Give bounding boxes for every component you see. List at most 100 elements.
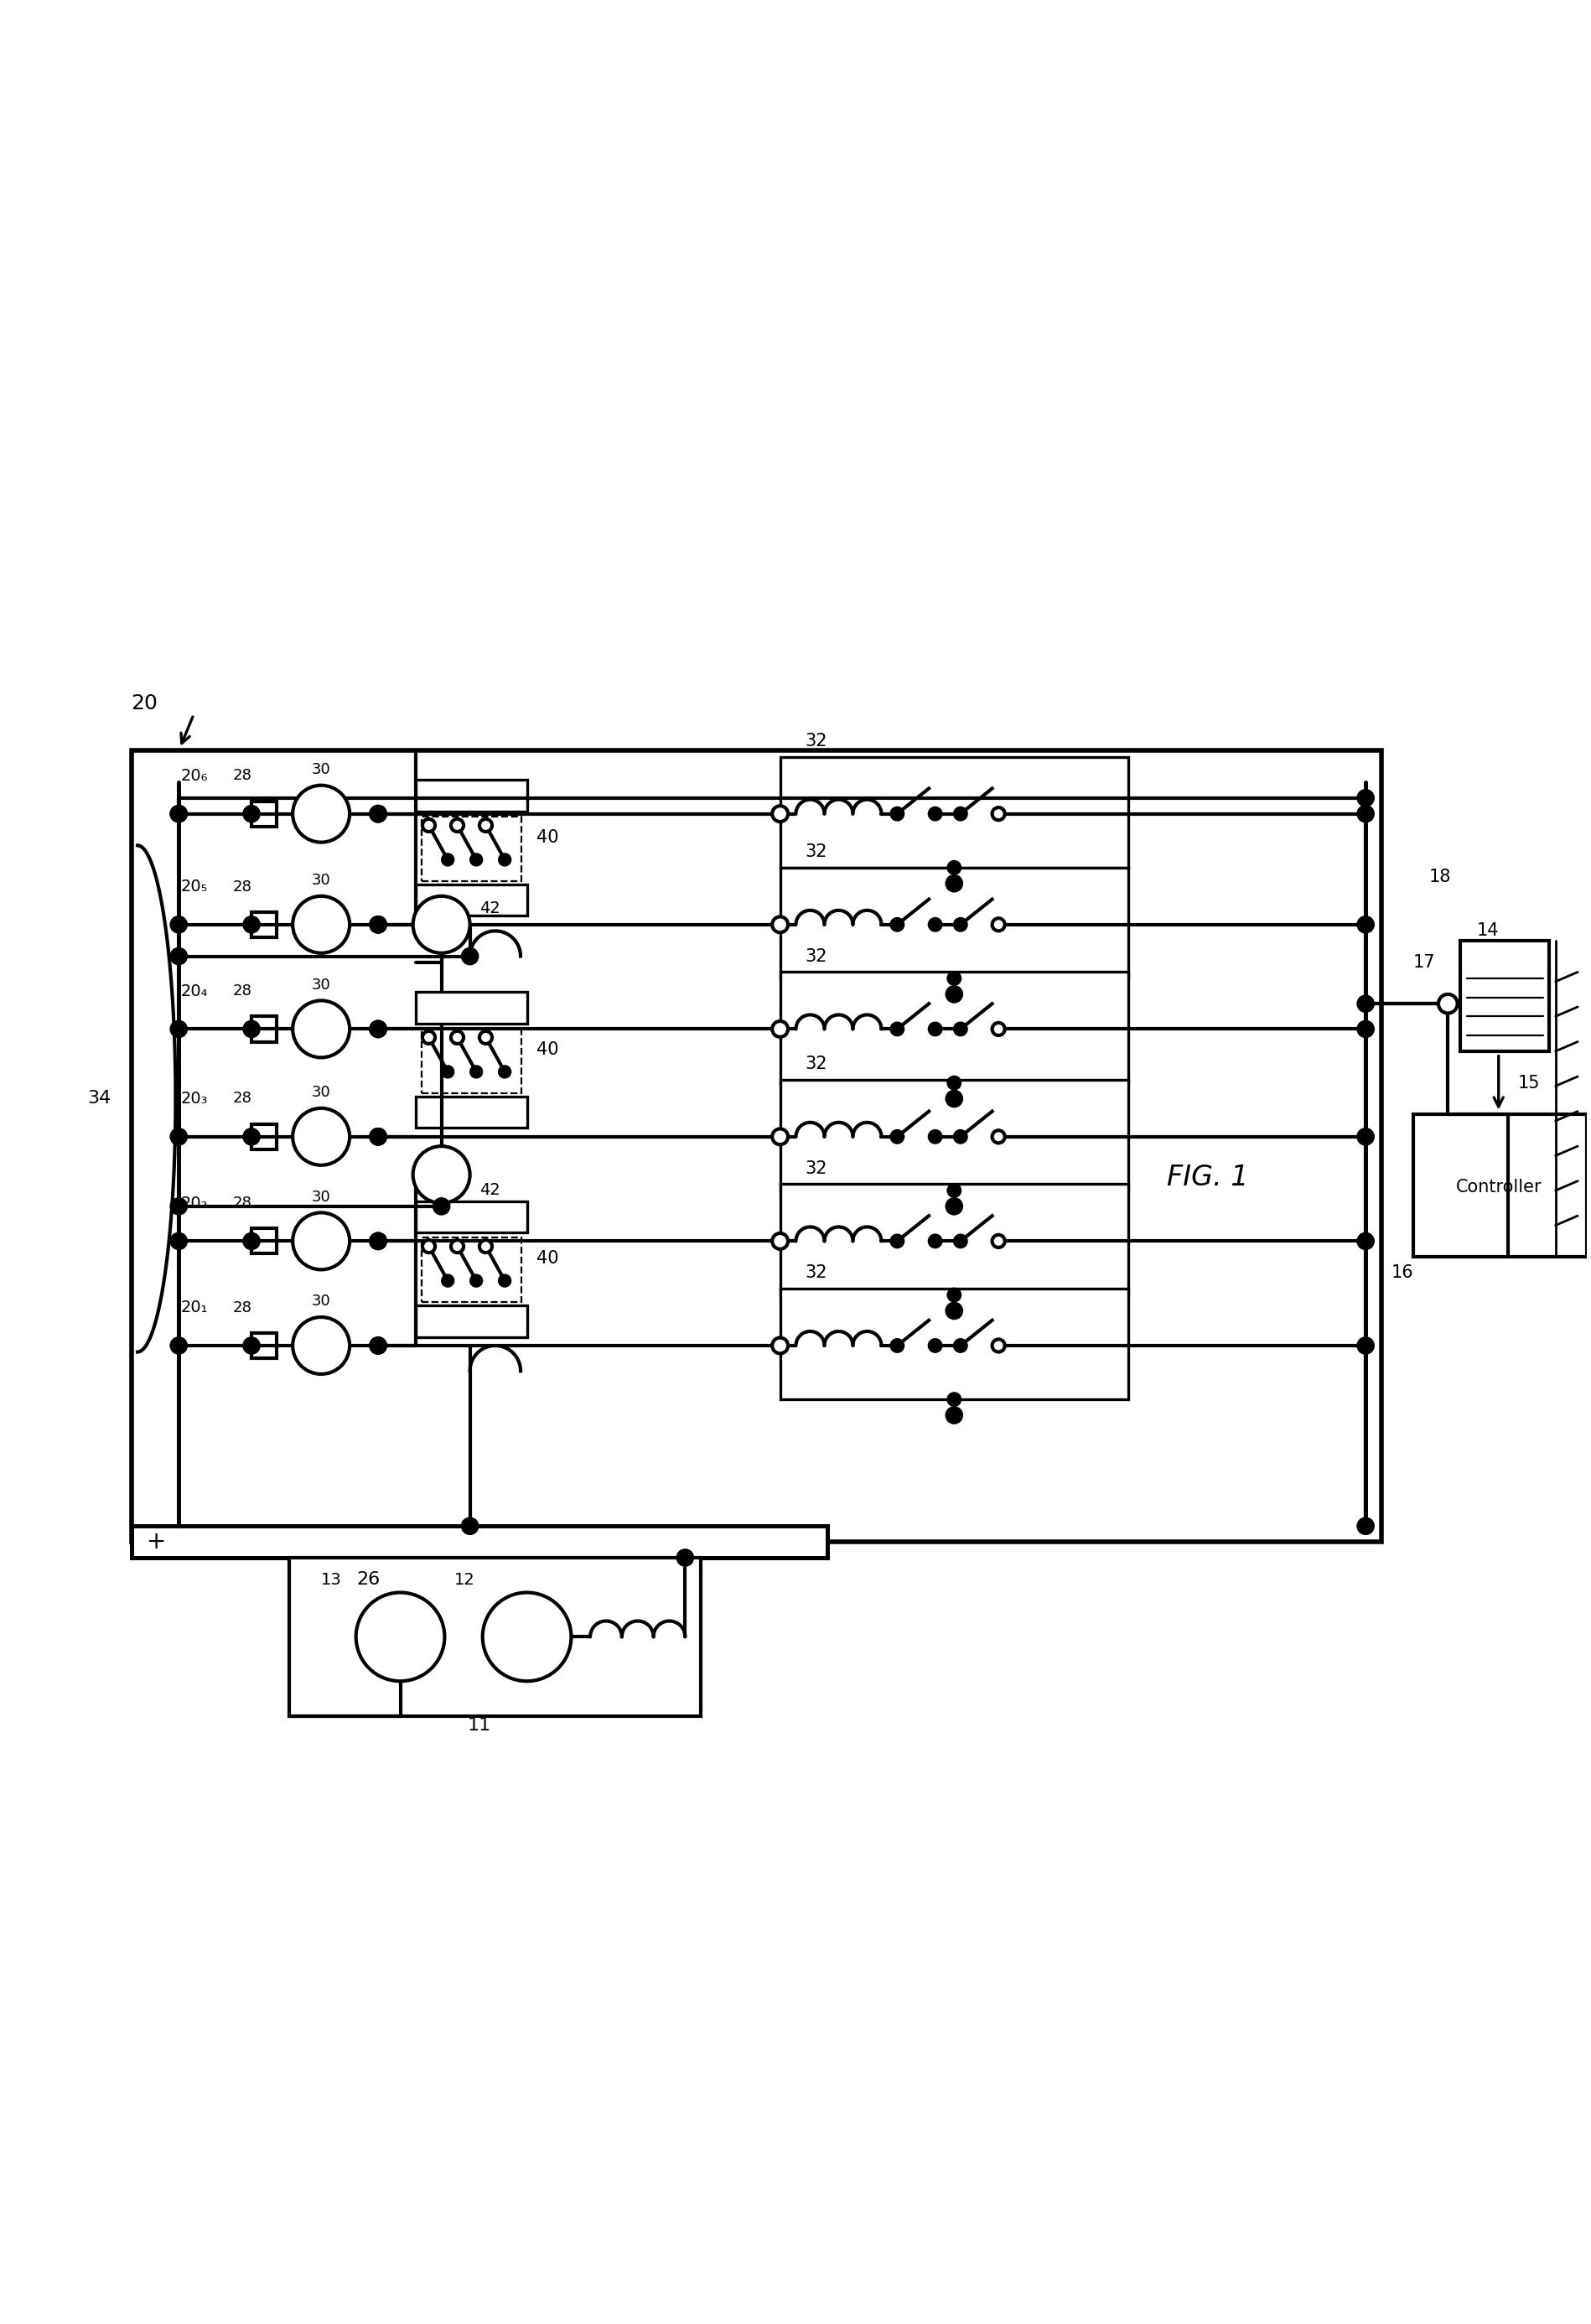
Circle shape — [929, 1023, 940, 1037]
Text: 32: 32 — [805, 732, 827, 748]
Circle shape — [1357, 790, 1373, 806]
Circle shape — [953, 918, 966, 932]
Circle shape — [891, 1234, 904, 1248]
Circle shape — [991, 1129, 1004, 1143]
Circle shape — [170, 806, 186, 823]
Bar — [780, 1287, 1128, 1399]
Circle shape — [676, 1550, 692, 1566]
Circle shape — [929, 1129, 940, 1143]
Circle shape — [450, 1241, 463, 1253]
Circle shape — [891, 918, 904, 932]
Text: 20₁: 20₁ — [181, 1299, 208, 1315]
Bar — [415, 1097, 527, 1127]
Text: 40: 40 — [536, 1041, 558, 1057]
Text: 30: 30 — [312, 976, 331, 992]
Circle shape — [293, 1109, 350, 1164]
Circle shape — [945, 985, 961, 1002]
Circle shape — [371, 1020, 387, 1037]
Text: 28: 28 — [232, 1092, 251, 1106]
Text: 11: 11 — [468, 1717, 492, 1734]
Circle shape — [170, 1129, 186, 1146]
Bar — [415, 1202, 527, 1232]
Text: 30: 30 — [312, 1085, 331, 1099]
Circle shape — [891, 1129, 904, 1143]
Bar — [415, 1306, 527, 1336]
Text: 28: 28 — [232, 878, 251, 895]
Circle shape — [371, 806, 387, 823]
Text: 42: 42 — [479, 1183, 500, 1199]
Bar — [780, 1185, 1128, 1294]
Circle shape — [170, 916, 186, 932]
Circle shape — [947, 971, 959, 985]
Bar — [251, 802, 277, 827]
Bar — [780, 971, 1128, 1083]
Circle shape — [947, 1392, 959, 1406]
Circle shape — [1357, 1339, 1373, 1353]
Circle shape — [371, 1234, 387, 1248]
Bar — [1461, 941, 1548, 1050]
Circle shape — [479, 818, 492, 832]
Text: 20: 20 — [130, 693, 158, 713]
Circle shape — [371, 1129, 387, 1146]
Text: Controller: Controller — [1454, 1178, 1540, 1197]
Circle shape — [371, 1339, 387, 1353]
Circle shape — [371, 916, 387, 932]
Bar — [290, 1557, 700, 1715]
Circle shape — [947, 862, 959, 874]
Circle shape — [170, 1339, 186, 1353]
Text: 40: 40 — [536, 1250, 558, 1267]
Circle shape — [498, 1067, 511, 1078]
Circle shape — [371, 1234, 387, 1248]
Bar — [415, 885, 527, 916]
Circle shape — [243, 1234, 259, 1248]
Text: 12: 12 — [453, 1571, 474, 1587]
Circle shape — [772, 806, 788, 823]
Bar — [415, 992, 527, 1023]
Circle shape — [991, 806, 1004, 820]
Text: 42: 42 — [479, 902, 500, 916]
Text: 16: 16 — [1391, 1264, 1413, 1281]
Bar — [1413, 1116, 1586, 1257]
Circle shape — [929, 1339, 940, 1353]
Bar — [251, 1016, 277, 1041]
Circle shape — [293, 1318, 350, 1373]
Text: 20₅: 20₅ — [181, 878, 208, 895]
Circle shape — [991, 918, 1004, 932]
Circle shape — [1357, 995, 1373, 1011]
Bar — [251, 911, 277, 937]
Circle shape — [991, 1234, 1004, 1248]
Circle shape — [243, 1020, 259, 1037]
Text: 20₂: 20₂ — [181, 1195, 208, 1211]
Bar — [780, 758, 1128, 867]
Circle shape — [371, 1020, 387, 1037]
Text: +: + — [146, 1529, 167, 1555]
Circle shape — [991, 1339, 1004, 1353]
Circle shape — [1357, 916, 1373, 932]
Text: 17: 17 — [1413, 955, 1435, 971]
Circle shape — [371, 1234, 387, 1248]
Circle shape — [891, 1023, 904, 1037]
Text: 32: 32 — [805, 948, 827, 964]
Circle shape — [772, 1129, 788, 1146]
Circle shape — [442, 853, 453, 865]
Text: 28: 28 — [232, 769, 251, 783]
Circle shape — [371, 1129, 387, 1146]
Text: 30: 30 — [312, 762, 331, 776]
Bar — [780, 1081, 1128, 1190]
Circle shape — [461, 1518, 477, 1534]
Bar — [251, 1229, 277, 1255]
Circle shape — [422, 818, 434, 832]
Text: 26: 26 — [356, 1571, 380, 1587]
Circle shape — [422, 1241, 434, 1253]
Text: 20₃: 20₃ — [181, 1090, 208, 1106]
Circle shape — [945, 1304, 961, 1318]
Circle shape — [461, 948, 477, 964]
Circle shape — [929, 918, 940, 932]
Circle shape — [170, 1020, 186, 1037]
Text: FIG. 1: FIG. 1 — [1166, 1164, 1247, 1192]
Circle shape — [293, 786, 350, 841]
Text: 32: 32 — [805, 844, 827, 860]
Circle shape — [947, 1076, 959, 1090]
Circle shape — [450, 818, 463, 832]
Bar — [422, 1239, 522, 1301]
